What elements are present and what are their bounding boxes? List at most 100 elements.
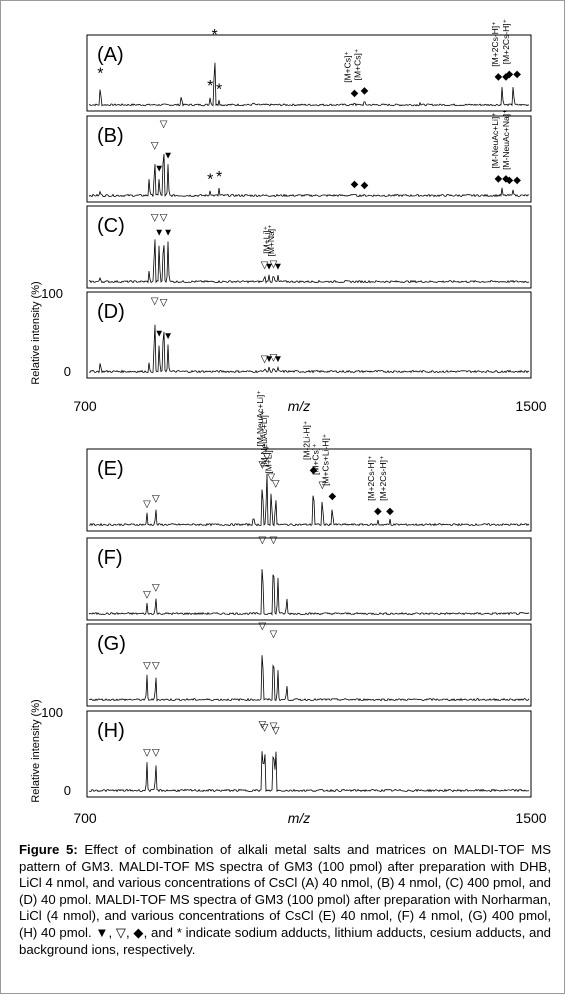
ion-label: [M-NeuAc+Li]⁺ xyxy=(490,112,500,169)
peak-marker: ▽ xyxy=(259,621,267,632)
peak-marker: ▽ xyxy=(143,589,151,600)
peak-marker: ◆ xyxy=(361,180,369,191)
x-axis-label: m/z xyxy=(288,810,311,826)
ion-label: [M+2Cs-H]⁺ xyxy=(490,21,500,67)
caption-label: Figure 5: xyxy=(19,842,78,857)
x-tick-label: 700 xyxy=(73,810,97,826)
ion-label: [M+Cs]⁺ xyxy=(343,51,353,83)
panel-label: (B) xyxy=(97,125,124,147)
spectrum-trace xyxy=(88,62,530,107)
peak-marker: ◆ xyxy=(361,85,369,96)
peak-marker: ▽ xyxy=(160,213,168,224)
x-tick-label: 1500 xyxy=(515,398,546,414)
panel-label: (F) xyxy=(97,547,123,569)
spectrum-panel-frame xyxy=(86,291,532,379)
peak-marker: ▽ xyxy=(261,260,269,271)
peak-marker: * xyxy=(216,82,222,99)
peak-marker: ◆◆ xyxy=(494,173,510,184)
spectrum-trace xyxy=(88,153,530,198)
peak-marker: ▽ xyxy=(270,352,278,363)
x-tick-label: 1500 xyxy=(515,810,546,826)
y-tick-label: 100 xyxy=(41,286,63,301)
peak-marker: ▽ xyxy=(143,748,151,759)
peak-marker: * xyxy=(216,169,222,186)
spectrum-trace xyxy=(88,239,530,284)
peak-marker: ▼ xyxy=(264,261,274,272)
peak-marker: ▽ xyxy=(160,119,168,130)
peak-marker: ▽ xyxy=(143,660,151,671)
y-axis-label: Relative intensity (%) xyxy=(30,699,42,802)
peak-marker: ▽ xyxy=(160,298,168,309)
spectrum-panel-frame xyxy=(86,623,532,707)
peak-marker: ▼ xyxy=(154,227,164,238)
ion-label: [M-2Li-H]⁺ xyxy=(301,420,311,460)
peak-marker: ▽ xyxy=(270,629,278,640)
peak-marker: ▽ xyxy=(152,660,160,671)
ion-label: [M-NeuAc+Li]⁺ xyxy=(259,410,269,467)
panel-label: (H) xyxy=(97,720,125,742)
peak-marker: ▽ xyxy=(270,535,278,546)
peak-marker: ▽ xyxy=(261,354,269,365)
x-axis-label: m/z xyxy=(288,398,311,414)
peak-marker: ▽ xyxy=(152,494,160,505)
panel-label: (E) xyxy=(97,458,124,480)
peak-marker: ◆ xyxy=(374,506,382,517)
peak-marker: ▼ xyxy=(154,329,164,340)
peak-marker: ▼ xyxy=(163,150,173,161)
y-tick-label: 100 xyxy=(41,705,63,720)
spectrum-panel-frame xyxy=(86,710,532,798)
y-tick-label: 0 xyxy=(64,364,71,379)
spectrum-panel-frame xyxy=(86,448,532,532)
peak-marker: * xyxy=(212,27,218,44)
peak-marker: ▽ xyxy=(152,748,160,759)
peak-marker: ▼ xyxy=(273,354,283,365)
peak-marker: ▽ xyxy=(267,472,275,483)
ion-label: [M+2Cs-H]⁺ xyxy=(378,455,388,501)
peak-marker: ▼ xyxy=(264,354,274,365)
spectrum-panel-frame xyxy=(86,537,532,621)
peak-marker: ▽ xyxy=(151,213,159,224)
peak-marker: ▽ xyxy=(261,722,269,733)
peak-marker: ▽ xyxy=(272,479,280,490)
peak-marker: ▽ xyxy=(263,451,271,462)
ion-label: [M+Cs+Li-H]⁺ xyxy=(320,433,330,486)
ion-label: [M+Na]⁺ xyxy=(266,224,276,257)
peak-marker: ▽ xyxy=(259,535,267,546)
y-axis-label: Relative intensity (%) xyxy=(30,281,42,384)
peak-marker: ◆ xyxy=(351,88,359,99)
peak-marker: ▽ xyxy=(272,725,280,736)
spectrum-trace xyxy=(88,324,530,374)
figure-caption: Figure 5: Effect of combination of alkal… xyxy=(19,842,551,958)
ion-label: [M+Cs]⁺ xyxy=(353,48,363,80)
x-tick-label: 700 xyxy=(73,398,97,414)
spectrum-trace xyxy=(89,655,530,702)
peak-marker: ▽ xyxy=(318,480,326,491)
spectrum-panel-frame xyxy=(86,205,532,289)
peak-marker: * xyxy=(207,171,213,188)
ion-label: [M+2Cs-H]⁺ xyxy=(366,455,376,501)
peak-marker: ◆ xyxy=(351,179,359,190)
ion-label: [M+Li]⁺ xyxy=(261,225,271,253)
ion-label: [M-NeuAc+Na]⁺ xyxy=(501,109,511,170)
peak-marker: ◆◆ xyxy=(506,69,522,80)
peak-marker: ▽ xyxy=(143,499,151,510)
peak-marker: ▽ xyxy=(151,140,159,151)
y-tick-label: 0 xyxy=(64,783,71,798)
ion-label: [M+Cs]⁺ xyxy=(310,443,320,475)
peak-marker: ◆◆ xyxy=(494,72,510,83)
peak-marker: ▽ xyxy=(270,259,278,270)
peak-marker: ◆◆ xyxy=(506,175,522,186)
peak-marker: ▽ xyxy=(151,296,159,307)
peak-marker: ▼ xyxy=(163,331,173,342)
peak-marker: * xyxy=(207,78,213,95)
spectrum-trace xyxy=(88,751,530,793)
peak-marker: ◆ xyxy=(310,465,318,476)
peak-marker: ▼ xyxy=(154,163,164,174)
panel-label: (A) xyxy=(97,44,124,66)
peak-marker: * xyxy=(97,65,103,82)
panel-label: (D) xyxy=(97,301,125,323)
spectrum-trace xyxy=(88,569,530,616)
peak-marker: ▽ xyxy=(270,721,278,732)
